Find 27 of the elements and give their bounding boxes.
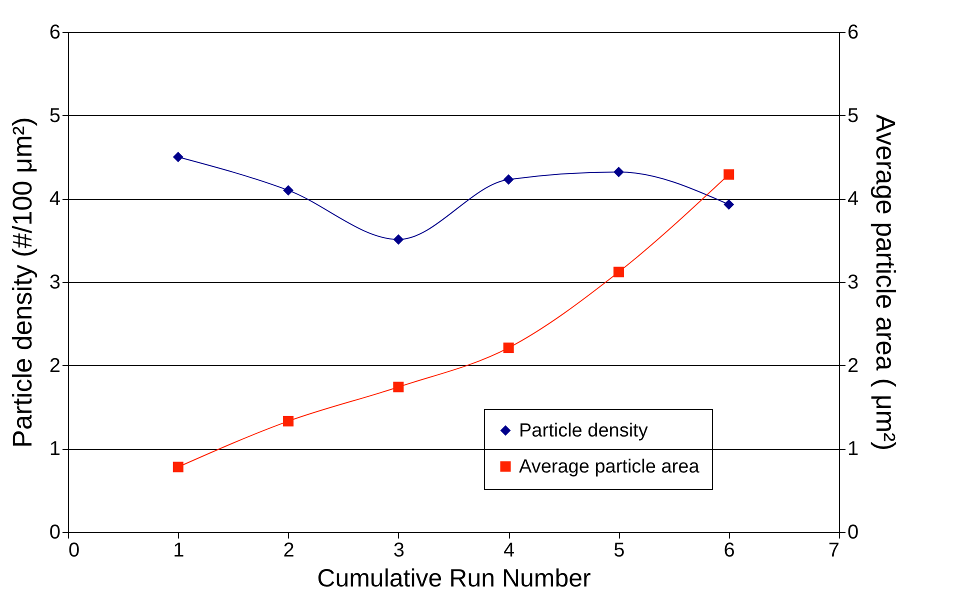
x-tick-label: 3 <box>393 540 404 562</box>
y2-tick-label: 0 <box>848 522 859 544</box>
y-tick-label: 3 <box>49 272 60 294</box>
y2-tick-label: 2 <box>848 354 859 377</box>
x-tick-label: 4 <box>504 540 515 562</box>
x-tick-label: 2 <box>283 540 294 562</box>
y-tick-label: 6 <box>49 22 60 44</box>
x-tick-label: 1 <box>173 540 184 562</box>
y-tick-label: 5 <box>49 104 60 127</box>
y2-tick-label: 1 <box>848 438 859 460</box>
y2-axis-title: Average particle area ( μm²) <box>870 114 901 451</box>
y2-tick-label: 5 <box>848 104 859 127</box>
y-axis-title: Particle density (#/100 μm²) <box>7 117 38 448</box>
x-tick-label: 6 <box>724 540 735 562</box>
y-tick-label: 2 <box>49 354 60 377</box>
y2-tick-label: 4 <box>848 188 859 210</box>
x-tick-label: 7 <box>828 540 840 562</box>
x-tick-label: 0 <box>68 540 80 562</box>
y2-tick-label: 3 <box>848 272 859 294</box>
legend-label: Average particle area <box>519 456 700 478</box>
x-tick-label: 5 <box>614 540 625 562</box>
y2-tick-label: 6 <box>848 22 859 44</box>
y-tick-label: 0 <box>49 522 60 544</box>
x-axis-title: Cumulative Run Number <box>317 564 591 592</box>
y-tick-label: 1 <box>49 438 60 460</box>
y-tick-label: 4 <box>49 188 60 210</box>
legend-label: Particle density <box>519 420 648 442</box>
